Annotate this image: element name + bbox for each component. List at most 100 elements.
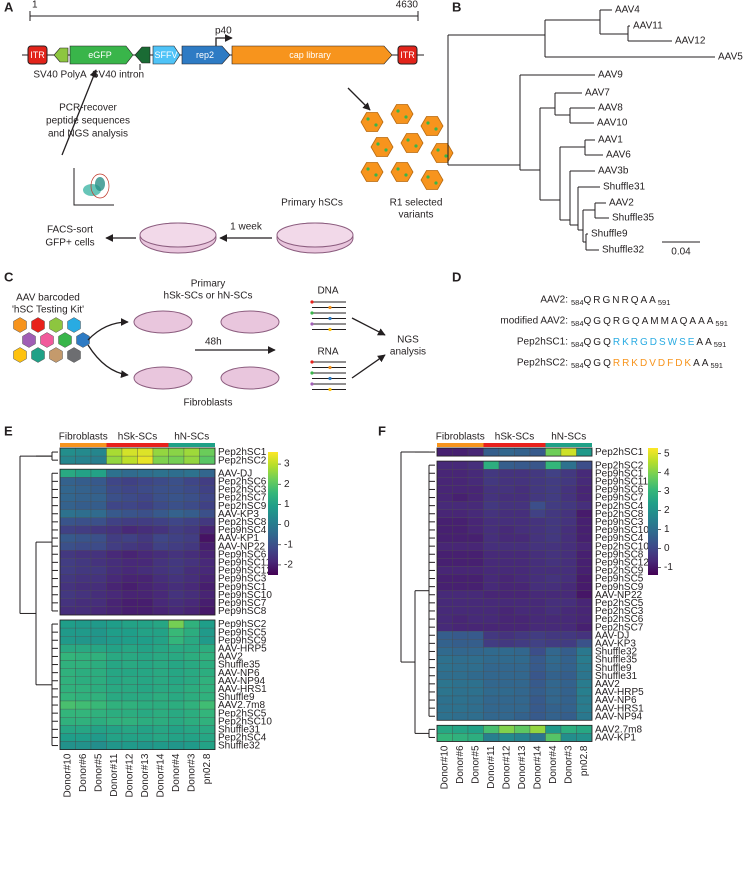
heatmap-cell [183,636,200,645]
heatmap-cell [121,644,138,653]
heatmap-cell [498,493,515,502]
itr [27,45,48,65]
heatmap-cell [436,622,453,632]
heatmap-cell [483,447,500,457]
group-strip [106,443,169,447]
heatmap-cell [199,676,216,685]
heatmap-cell [436,550,453,559]
dna-label: DNA [317,286,338,297]
heatmap-cell [545,469,562,478]
heatmap-cell [90,598,107,608]
step-label: PCR-recover [59,103,117,114]
heatmap-cell [545,598,562,608]
heatmap-cell [436,687,453,697]
heatmap-cell [560,598,577,608]
heatmap-cell [121,708,138,718]
heatmap-cell [75,582,92,591]
heatmap-cell [436,541,453,551]
heatmap-cell [59,636,76,645]
heatmap-cell [106,493,123,502]
heatmap-cell [483,558,500,567]
heatmap-cell [152,469,169,478]
heatmap-cell [560,574,577,583]
leaf-label: AAV5 [718,52,743,63]
heatmap-cell [436,517,453,527]
heatmap-cell [90,676,107,685]
heatmap-cell [483,703,500,713]
row-label: Pep2hSC3 [595,606,644,617]
heatmap-cell [199,574,216,583]
heatmap-cell [483,525,500,535]
heatmap-cell [498,582,515,591]
sequence-label: Pep2hSC1: [517,337,568,348]
heatmap-cell [121,676,138,685]
fibroblast-label: Fibroblasts [184,398,233,409]
heatmap-cell [75,733,92,742]
heatmap-cell [560,606,577,616]
heatmap-cell [514,725,531,734]
leaf-label: AAV9 [598,70,623,81]
row-label: AAV-NP22 [218,541,265,552]
heatmap-cell [137,469,154,478]
heatmap-cell [483,582,500,591]
heatmap-cell [452,712,469,721]
heatmap-cell [452,663,469,672]
heatmap-cell [452,509,469,518]
heatmap-cell [137,533,154,543]
sequence-label: Pep2hSC2: [517,358,568,369]
heatmap-cell [529,501,546,510]
heatmap-cell [90,627,107,637]
heatmap-cell [514,703,531,713]
heatmap-cell [529,712,546,721]
heatmap-cell [529,639,546,648]
sffv-label: SFFV [154,50,177,60]
leaf-label: AAV6 [606,150,631,161]
heatmap-cell [59,558,76,567]
heatmap-cell [183,741,200,750]
heatmap-cell [59,566,76,575]
heatmap-cell [529,703,546,713]
heatmap-cell [75,493,92,502]
heatmap-cell [199,566,216,575]
heatmap-cell [59,692,76,702]
column-label: Donor#13 [140,753,151,797]
heatmap-cell [137,541,154,551]
heatmap-cell [121,509,138,518]
heatmap-cell [106,455,123,465]
residues: AA [693,358,710,369]
heatmap-cell [59,493,76,502]
heatmap-cell [545,533,562,543]
column-label: Donor#13 [517,745,528,789]
heatmap-cell [436,558,453,567]
heatmap-cell [576,725,593,734]
heatmap-cell [183,533,200,543]
colorbar-label: 1 [284,499,290,510]
heatmap-cell [498,541,515,551]
heatmap-cell [436,647,453,656]
heatmap-cell [168,725,185,734]
heatmap-cell [452,517,469,527]
colorbar [648,448,658,575]
column-label: Donor#14 [155,753,166,797]
heatmap-cell [514,663,531,672]
heatmap-cell [152,692,169,702]
residues: RKRGDSWSE [613,337,697,348]
heatmap-cell [467,501,484,510]
heatmap-cell [483,509,500,518]
heatmap-cell [75,501,92,510]
heatmap-cell [560,550,577,559]
heatmap-cell [59,652,76,661]
heatmap-cell [137,493,154,502]
heatmap-cell [576,687,593,697]
residues: RRKDVDFDK [613,358,693,369]
column-label: Donor#3 [186,753,197,792]
heatmap-cell [529,695,546,705]
block-outline [436,460,593,721]
heatmap-cell [514,582,531,591]
heatmap-cell [90,700,107,710]
heatmap-cell [529,725,546,734]
sequence-label: AAV2: [540,295,568,306]
heatmap-cell [183,485,200,494]
heatmap-cell [483,712,500,721]
heatmap-cell [183,525,200,535]
